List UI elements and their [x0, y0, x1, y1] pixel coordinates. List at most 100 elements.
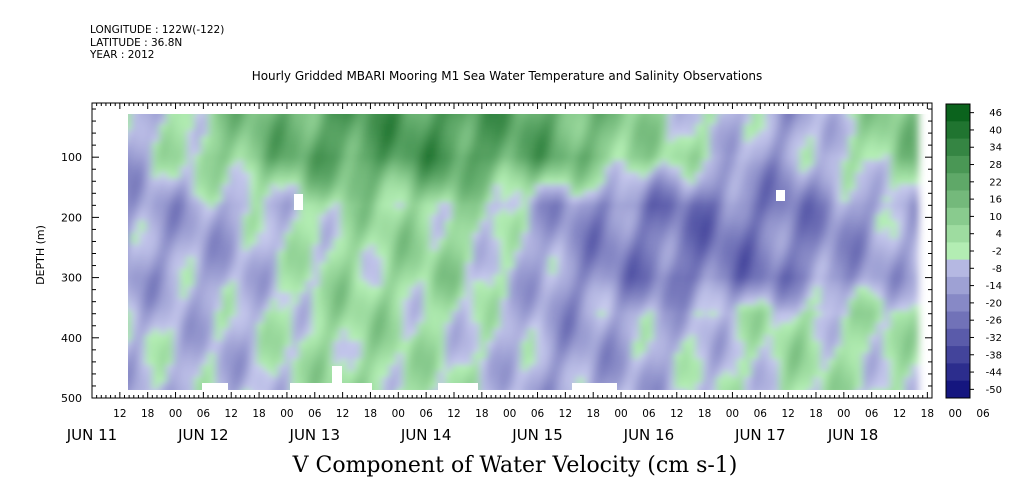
field-cell — [375, 244, 383, 252]
field-cell — [416, 250, 425, 258]
field-cell — [319, 328, 327, 336]
field-cell — [430, 124, 439, 131]
field-cell — [681, 292, 689, 300]
field-cell — [646, 124, 655, 131]
field-cell — [667, 268, 676, 276]
field-cell — [758, 382, 766, 390]
field-cell — [625, 322, 634, 330]
field-cell — [458, 274, 467, 282]
field-cell — [194, 130, 202, 137]
field-cell — [521, 274, 529, 282]
field-cell — [138, 310, 146, 318]
field-cell — [786, 106, 794, 113]
field-cell — [500, 322, 508, 330]
field-cell — [354, 322, 362, 330]
field-cell — [284, 274, 293, 282]
field-cell — [799, 232, 808, 239]
field-cell — [312, 114, 320, 119]
field-cell — [263, 340, 272, 348]
field-cell — [646, 136, 655, 143]
field-cell — [312, 226, 320, 233]
field-cell — [201, 190, 209, 197]
field-cell — [389, 178, 397, 185]
field-cell — [444, 238, 453, 246]
field-cell — [486, 214, 495, 221]
field-cell — [235, 190, 244, 197]
field-cell — [702, 274, 710, 282]
field-cell — [375, 364, 383, 372]
field-cell — [319, 226, 327, 233]
field-cell — [389, 250, 397, 258]
field-cell — [159, 154, 167, 161]
field-cell — [653, 310, 662, 318]
field-cell — [131, 202, 139, 209]
field-cell — [201, 346, 209, 354]
field-cell — [625, 232, 634, 239]
field-cell — [521, 202, 529, 209]
field-cell — [764, 154, 773, 161]
field-cell — [208, 316, 216, 324]
field-cell — [291, 220, 300, 227]
field-cell — [660, 298, 669, 306]
field-cell — [667, 190, 676, 197]
field-cell — [583, 250, 592, 258]
field-cell — [583, 184, 592, 191]
field-cell — [625, 250, 634, 258]
field-cell — [695, 178, 703, 185]
field-cell — [716, 346, 724, 354]
field-cell — [618, 256, 627, 264]
field-cell — [298, 160, 307, 167]
field-cell — [542, 364, 550, 372]
field-cell — [409, 346, 418, 354]
field-cell — [549, 142, 557, 149]
field-cell — [382, 286, 390, 294]
field-cell — [389, 322, 397, 330]
field-cell — [653, 389, 662, 390]
field-cell — [507, 256, 515, 264]
field-cell — [298, 154, 307, 161]
field-cell — [660, 220, 669, 227]
field-cell — [118, 220, 126, 227]
field-cell — [333, 250, 341, 258]
field-cell — [577, 304, 585, 312]
field-cell — [118, 232, 126, 239]
field-cell — [444, 118, 453, 125]
field-cell — [389, 154, 397, 161]
field-cell — [256, 160, 265, 167]
field-cell — [194, 166, 202, 173]
field-cell — [611, 184, 620, 191]
field-cell — [138, 364, 146, 372]
field-cell — [291, 322, 300, 330]
field-cell — [792, 238, 801, 246]
field-cell — [702, 322, 710, 330]
field-cell — [709, 214, 717, 221]
field-cell — [528, 274, 536, 282]
field-cell — [813, 184, 822, 191]
field-cell — [298, 292, 307, 300]
field-cell — [235, 382, 244, 390]
field-cell — [215, 328, 223, 336]
field-cell — [737, 370, 745, 378]
field-cell — [751, 184, 759, 191]
field-cell — [674, 322, 682, 330]
field-cell — [486, 346, 495, 354]
field-cell — [111, 359, 119, 366]
field-cell — [354, 226, 362, 233]
field-cell — [145, 322, 153, 330]
field-cell — [639, 256, 648, 264]
field-cell — [409, 142, 418, 149]
field-cell — [778, 334, 787, 342]
field-cell — [674, 304, 682, 312]
field-cell — [138, 340, 146, 348]
field-cell — [632, 268, 641, 276]
field-cell — [778, 376, 787, 384]
field-cell — [465, 160, 474, 167]
field-cell — [563, 136, 571, 143]
field-cell — [389, 130, 397, 137]
field-cell — [298, 256, 307, 264]
field-cell — [744, 358, 752, 366]
field-cell — [604, 286, 613, 294]
field-cell — [111, 389, 119, 396]
field-cell — [305, 136, 314, 143]
field-cell — [465, 364, 474, 372]
